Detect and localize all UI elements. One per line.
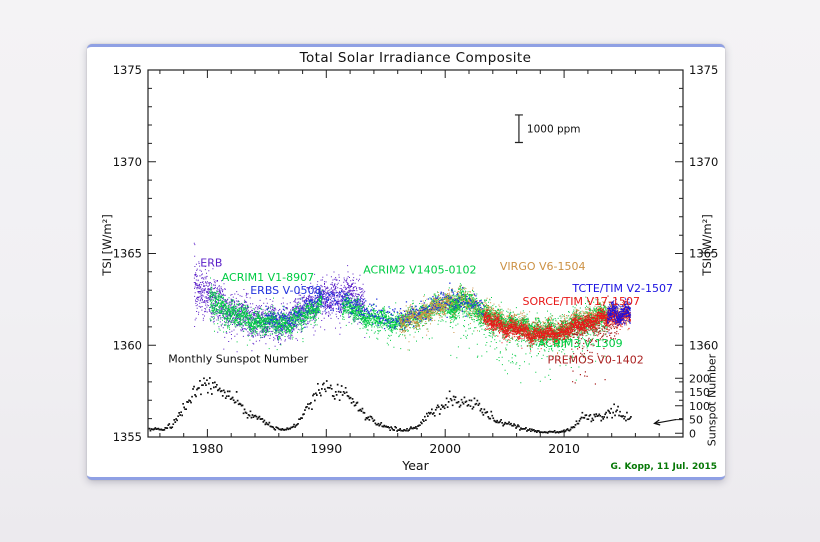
sunspot-arrow-icon — [653, 418, 676, 426]
y-tick-label-left: 1370 — [113, 155, 142, 169]
uncertainty-label: 1000 ppm — [527, 124, 581, 136]
series-erbs — [264, 282, 485, 332]
x-tick-label: 2010 — [548, 441, 580, 456]
chart-title: Total Solar Irradiance Composite — [299, 50, 532, 66]
chart-window: 1980 1990 2000 2010 1355 1360 1365 1370 1375 1360… — [87, 44, 725, 480]
sunspot-tick-label: 200 — [689, 372, 710, 385]
x-tick-label: 2000 — [429, 441, 461, 456]
series-label-tcte-tim: TCTE/TIM V2-1507 — [571, 282, 673, 295]
series-label-erb: ERB — [200, 256, 222, 269]
series-label-acrim1: ACRIM1 V1-8907 — [222, 271, 314, 284]
sunspot-tick-label: 150 — [689, 386, 710, 399]
sunspot-tick-label: 0 — [689, 427, 696, 440]
series-monthly-sunspot-number — [148, 377, 632, 434]
sunspot-tick-label: 100 — [689, 400, 710, 413]
series-label-acrim2: ACRIM2 V1405-0102 — [363, 264, 476, 277]
y-tick-label-left: 1360 — [113, 338, 142, 352]
series-label-sorce-tim: SORCE/TIM V17-1507 — [523, 295, 641, 308]
sunspot-axis-label: Sunspot Number — [705, 353, 719, 447]
x-tick-label: 1980 — [192, 441, 224, 456]
sunspot-tick-label: 50 — [689, 414, 703, 427]
tsi-composite-plot: 1980 1990 2000 2010135513601365137013751360… — [113, 63, 719, 456]
plot-frame — [147, 69, 684, 438]
series-tcte-tim — [606, 297, 632, 334]
series-label-virgo: VIRGO V6-1504 — [500, 260, 586, 273]
credit-text: G. Kopp, 11 Jul. 2015 — [610, 462, 717, 472]
series-label-acrim3: ACRIM3 V-1309 — [538, 337, 623, 350]
y-tick-label-right: 1375 — [689, 63, 718, 77]
y-tick-label-left: 1365 — [113, 247, 142, 261]
y-axis-label-right: TSI [W/m²] — [700, 214, 714, 276]
y-axis-label-left: TSI [W/m²] — [100, 214, 114, 276]
y-tick-label-left: 1375 — [113, 63, 142, 77]
y-tick-label-right: 1370 — [689, 155, 718, 169]
series-label-premos: PREMOS V0-1402 — [547, 354, 643, 367]
y-tick-label-right: 1360 — [689, 338, 718, 352]
axis-ticks — [148, 70, 683, 437]
uncertainty-bar — [514, 114, 523, 144]
y-tick-label-left: 1355 — [113, 430, 142, 444]
x-axis-label: Year — [402, 458, 429, 473]
series-label-monthly-sunspot-number: Monthly Sunspot Number — [168, 353, 308, 366]
y-tick-label-right: 1365 — [689, 247, 718, 261]
x-tick-label: 1990 — [310, 441, 342, 456]
series-label-erbs: ERBS V-0508 — [250, 284, 321, 297]
